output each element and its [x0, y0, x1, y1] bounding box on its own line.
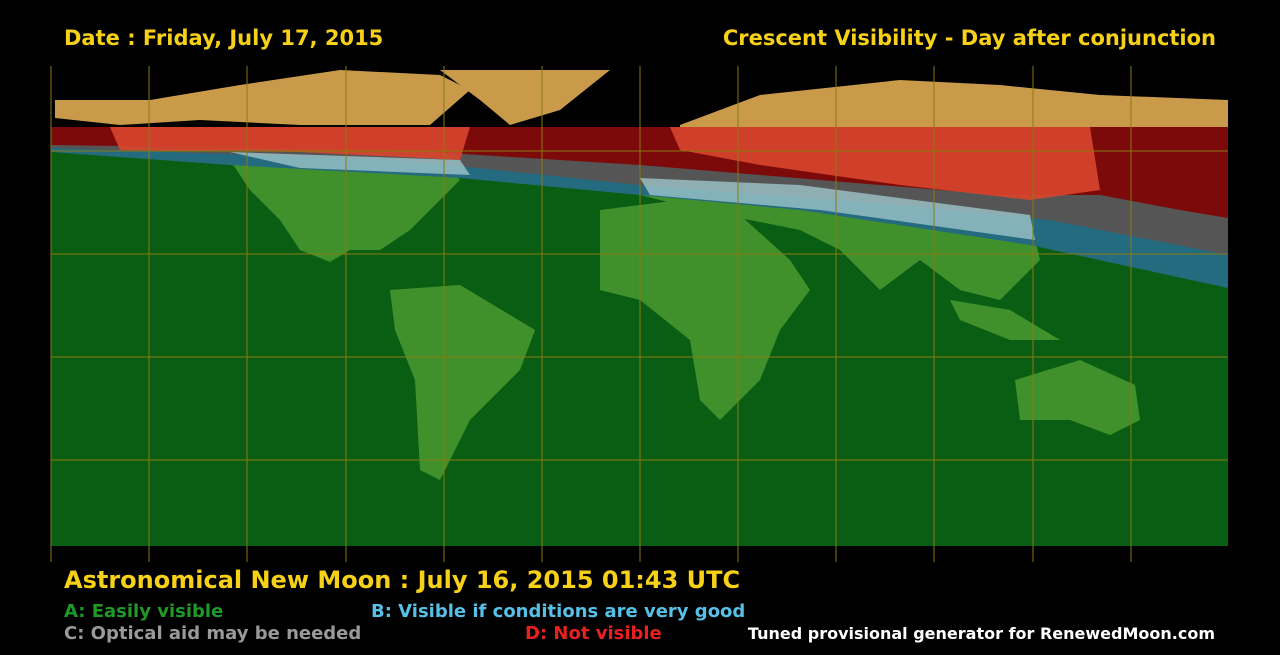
map — [50, 66, 1228, 562]
northern-land — [55, 70, 1228, 127]
legend-c: C: Optical aid may be needed — [64, 623, 361, 644]
legend-d: D: Not visible — [525, 623, 662, 644]
new-moon: Astronomical New Moon : July 16, 2015 01… — [64, 566, 740, 594]
graticule — [50, 66, 1228, 562]
zone-b-land — [230, 152, 1035, 240]
title: Crescent Visibility - Day after conjunct… — [723, 26, 1216, 50]
date: Date : Friday, July 17, 2015 — [64, 26, 383, 50]
legend-a: A: Easily visible — [64, 601, 223, 622]
zone-d-land — [110, 127, 1100, 200]
credit: Tuned provisional generator for RenewedM… — [748, 624, 1215, 643]
legend-b: B: Visible if conditions are very good — [371, 601, 745, 622]
